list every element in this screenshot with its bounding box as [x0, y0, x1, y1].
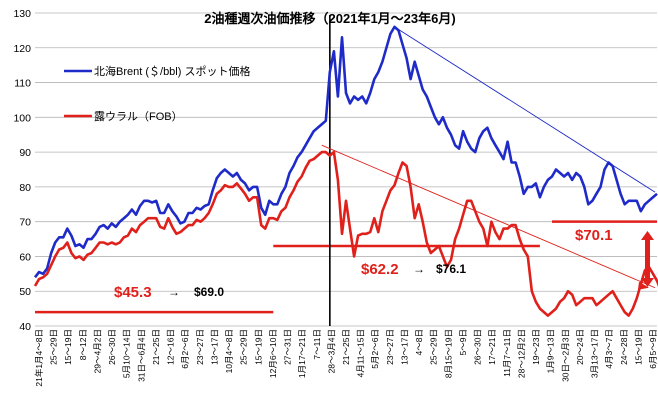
trend-arrowhead-urals [638, 281, 649, 290]
y-tick-label-100: 100 [13, 112, 31, 124]
x-tick-label-23: 5月2～6日 [370, 329, 380, 369]
x-tick-label-6: 5月10～14日 [122, 329, 132, 378]
series-line-urals [33, 150, 658, 317]
annotation-price-1-big: $45.3 [114, 284, 152, 301]
x-tick-label-28: 8月15～19日 [443, 329, 453, 378]
x-tick-label-4: 29～4月2日 [93, 329, 103, 373]
legend-brent-label: 北海Brent (＄/bbl) スポット価格 [94, 64, 250, 78]
chart-title: 2油種週次油価推移（2021年1月～23年6月) [204, 11, 455, 26]
x-tick-label-9: 12～16日 [166, 329, 176, 365]
x-tick-label-36: 30日～2月3日 [560, 329, 570, 382]
x-tick-label-8: 21～25日 [151, 329, 161, 365]
annotation-price-2-arrow: → [413, 262, 425, 276]
x-tick-label-18: 1月17～21日 [297, 329, 307, 378]
trend-line-brent [394, 26, 656, 193]
y-tick-label-120: 120 [13, 43, 31, 55]
x-tick-label-33: 28～12月2日 [516, 329, 526, 378]
x-tick-label-40: 24～28日 [619, 329, 629, 365]
x-tick-label-22: 4月11～15日 [356, 329, 366, 378]
x-tick-label-21: 21～25日 [341, 329, 351, 365]
x-tick-label-12: 13～17日 [209, 329, 219, 365]
x-tick-label-1: 25～29日 [49, 329, 59, 365]
x-tick-label-39: 4月3～7日 [604, 329, 614, 369]
y-tick-label-60: 60 [19, 251, 31, 263]
y-tick-label-40: 40 [19, 321, 31, 333]
x-tick-label-37: 20～24日 [575, 329, 585, 365]
tick-layer: 40 50 60 70 80 90 100 110 120 130 21年1月4～8日 25～29日 1… [13, 8, 658, 387]
x-tick-label-2: 15～19日 [63, 329, 73, 365]
x-tick-label-19: 7～11日 [312, 329, 322, 360]
annotations: $45.3 → $69.0 $62.2 → $76.1 $70.1 [114, 227, 654, 301]
y-tick-label-70: 70 [19, 217, 31, 229]
annotation-price-1-arrow: → [168, 285, 180, 299]
x-tick-label-27: 25～29日 [429, 329, 439, 365]
trend-line-urals [321, 144, 656, 289]
x-tick-label-0: 21年1月4～8日 [34, 329, 44, 387]
reference-line-layer [35, 15, 657, 326]
x-tick-label-15: 15～19日 [253, 329, 263, 365]
annotation-price-1-small: $69.0 [194, 285, 224, 299]
x-tick-label-35: 1月9～13日 [546, 329, 556, 373]
series-layer [33, 25, 658, 317]
x-tick-label-17: 27～31日 [283, 329, 293, 365]
x-tick-label-5: 26～30日 [107, 329, 117, 365]
x-tick-label-41: 15～19日 [633, 329, 643, 365]
x-tick-label-26: 4～8日 [414, 329, 424, 355]
y-tick-label-90: 90 [19, 147, 31, 159]
annotation-price-3-big: $70.1 [575, 227, 613, 244]
y-tick-label-50: 50 [19, 286, 31, 298]
y-tick-label-80: 80 [19, 182, 31, 194]
annotation-price-2-small: $76.1 [436, 262, 466, 276]
x-tick-label-38: 3月13～17日 [590, 329, 600, 378]
y-tick-label-110: 110 [14, 78, 31, 90]
x-tick-label-3: 8～12日 [78, 329, 88, 360]
x-tick-label-29: 5～9日 [458, 329, 468, 355]
legend: 北海Brent (＄/bbl) スポット価格 露ウラル（FOB） [64, 64, 250, 123]
x-tick-label-14: 25～29日 [239, 329, 249, 365]
x-tick-label-34: 19～23日 [531, 329, 541, 365]
x-tick-label-16: 12月6～10日 [268, 329, 278, 378]
x-tick-label-7: 31日～6月4日 [136, 329, 146, 382]
x-tick-label-25: 13～17日 [400, 329, 410, 365]
x-tick-label-20: 28～3月4日 [326, 329, 336, 373]
legend-urals-label: 露ウラル（FOB） [94, 110, 183, 123]
double-arrow-icon [641, 231, 654, 287]
y-tick-label-130: 130 [13, 8, 31, 20]
x-tick-label-11: 23～27日 [195, 329, 205, 365]
annotation-price-2-big: $62.2 [361, 261, 399, 278]
x-tick-label-32: 11月7～11日 [502, 329, 512, 377]
x-tick-label-30: 26～30日 [473, 329, 483, 365]
x-tick-label-24: 23～27日 [385, 329, 395, 365]
x-tick-label-13: 10月4～8日 [224, 329, 234, 373]
x-tick-label-31: 17～21日 [487, 329, 497, 365]
x-tick-label-42: 6月5～9日 [648, 329, 658, 369]
series-line-brent [33, 25, 658, 279]
x-tick-label-10: 6月2～6日 [180, 329, 190, 369]
